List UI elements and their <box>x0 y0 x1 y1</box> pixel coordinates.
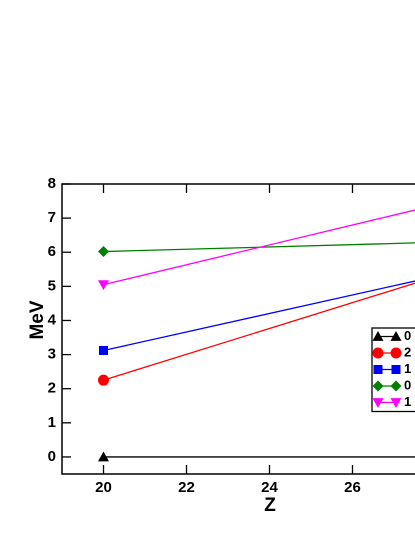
marker <box>98 451 109 462</box>
x-tick-label: 20 <box>95 479 112 496</box>
legend-label: 1 <box>404 361 411 376</box>
y-axis-label: MeV <box>27 300 48 339</box>
marker <box>98 280 109 291</box>
y-tick-label: 4 <box>48 311 57 328</box>
legend-label: 2 <box>404 344 411 359</box>
x-tick-label: 22 <box>178 479 195 496</box>
series-line <box>103 280 415 352</box>
legend-marker <box>390 331 402 341</box>
legend-marker <box>372 331 384 341</box>
series-line <box>103 282 415 381</box>
legend-marker <box>372 380 384 392</box>
y-tick-label: 2 <box>48 380 56 397</box>
plot-frame <box>61 183 415 475</box>
legend-marker <box>390 398 402 408</box>
y-tick-label: 3 <box>48 346 56 363</box>
legend-marker <box>372 398 384 408</box>
legend-marker <box>372 347 384 359</box>
series-line <box>103 209 415 286</box>
y-tick-label: 6 <box>48 243 56 260</box>
y-tick-label: 8 <box>48 175 56 192</box>
legend-label: 0 <box>404 377 411 392</box>
legend-label: 0 <box>404 328 411 343</box>
y-tick-label: 0 <box>48 448 56 465</box>
legend-label: 1 <box>404 394 411 409</box>
y-tick-label: 7 <box>48 209 56 226</box>
legend-marker <box>391 365 401 374</box>
x-axis-label: Z <box>264 495 276 516</box>
marker <box>98 374 109 386</box>
legend-marker <box>373 365 383 374</box>
y-tick-label: 5 <box>48 277 56 294</box>
marker <box>99 345 108 355</box>
x-tick-label: 24 <box>261 479 278 496</box>
marker <box>98 246 109 258</box>
series-line <box>103 242 415 253</box>
x-tick-label: 26 <box>344 479 361 496</box>
y-tick-label: 1 <box>48 414 56 431</box>
legend-marker <box>390 380 402 392</box>
legend-marker <box>390 347 402 359</box>
